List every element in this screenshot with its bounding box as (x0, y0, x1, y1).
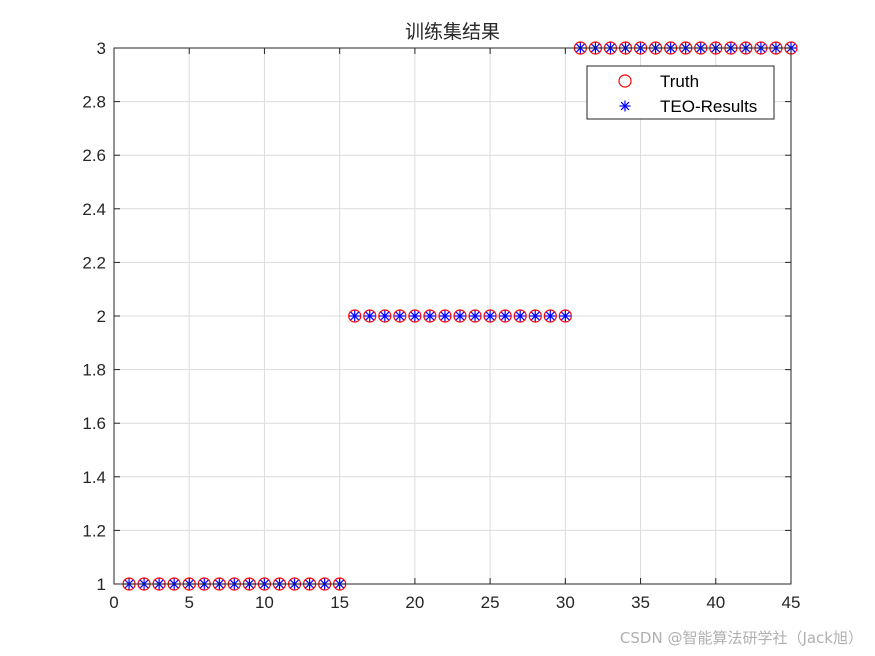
result-point (559, 310, 571, 322)
x-tick-label: 20 (405, 593, 424, 612)
asterisk-stroke (485, 311, 495, 321)
result-point (514, 310, 526, 322)
y-tick-label: 2.2 (82, 253, 106, 272)
legend-label: Truth (660, 72, 699, 91)
y-tick-label: 2.4 (82, 200, 106, 219)
x-tick-label: 40 (706, 593, 725, 612)
legend-box (586, 65, 775, 120)
asterisk-stroke (455, 311, 465, 321)
truth-point (483, 309, 497, 323)
y-tick-label: 3 (97, 39, 106, 58)
truth-point (423, 309, 437, 323)
x-tick-label: 45 (782, 593, 801, 612)
result-point (529, 310, 541, 322)
asterisk-stroke (545, 311, 555, 321)
truth-point (363, 309, 377, 323)
asterisk-stroke (560, 311, 570, 321)
asterisk-stroke (530, 311, 540, 321)
truth-point (513, 309, 527, 323)
truth-point (468, 309, 482, 323)
result-point (484, 310, 496, 322)
x-tick-label: 25 (481, 593, 500, 612)
y-tick-label: 2.8 (82, 93, 106, 112)
asterisk-stroke (350, 311, 360, 321)
truth-point (393, 309, 407, 323)
result-point (409, 310, 421, 322)
asterisk-stroke (365, 311, 375, 321)
y-tick-label: 1.8 (82, 361, 106, 380)
asterisk-stroke (470, 311, 480, 321)
chart-title: 训练集结果 (405, 21, 500, 43)
truth-point (348, 309, 362, 323)
truth-point (543, 309, 557, 323)
truth-point (528, 309, 542, 323)
result-point (439, 310, 451, 322)
asterisk-stroke (410, 311, 420, 321)
y-tick-label: 1.4 (82, 468, 106, 487)
x-tick-label: 5 (184, 593, 193, 612)
asterisk-stroke (395, 311, 405, 321)
result-point (349, 310, 361, 322)
asterisk-stroke (515, 311, 525, 321)
result-point (544, 310, 556, 322)
legend-marker-results (619, 100, 631, 112)
result-point (469, 310, 481, 322)
asterisk-stroke (425, 311, 435, 321)
x-tick-label: 35 (631, 593, 650, 612)
result-point (394, 310, 406, 322)
truth-point (438, 309, 452, 323)
result-point (364, 310, 376, 322)
result-point (499, 310, 511, 322)
y-tick-label: 2.6 (82, 146, 106, 165)
result-point (379, 310, 391, 322)
y-tick-label: 1 (97, 575, 106, 594)
y-tick-label: 2 (97, 307, 106, 326)
y-tick-label: 1.6 (82, 414, 106, 433)
x-tick-label: 30 (556, 593, 575, 612)
legend-marker-truth (618, 74, 632, 88)
asterisk-stroke (440, 311, 450, 321)
asterisk-stroke (380, 311, 390, 321)
truth-point (453, 309, 467, 323)
truth-point (558, 309, 572, 323)
legend: Truth TEO-Results (586, 65, 775, 120)
x-tick-label: 10 (255, 593, 274, 612)
x-tick-label: 15 (330, 593, 349, 612)
tick-labels: 0 5 10 15 20 25 30 35 40 45 1 1.2 1.4 1.6 1.8 2 2.2 2.4 2.… (82, 39, 800, 612)
asterisk-stroke (620, 101, 630, 111)
watermark: CSDN @智能算法研学社（Jack旭） (619, 629, 863, 647)
x-tick-label: 0 (109, 593, 118, 612)
legend-label: TEO-Results (660, 97, 757, 116)
y-tick-label: 1.2 (82, 521, 106, 540)
truth-point (408, 309, 422, 323)
truth-point (498, 309, 512, 323)
axes-box (113, 47, 792, 585)
asterisk-stroke (500, 311, 510, 321)
truth-point (378, 309, 392, 323)
result-point (454, 310, 466, 322)
result-point (424, 310, 436, 322)
